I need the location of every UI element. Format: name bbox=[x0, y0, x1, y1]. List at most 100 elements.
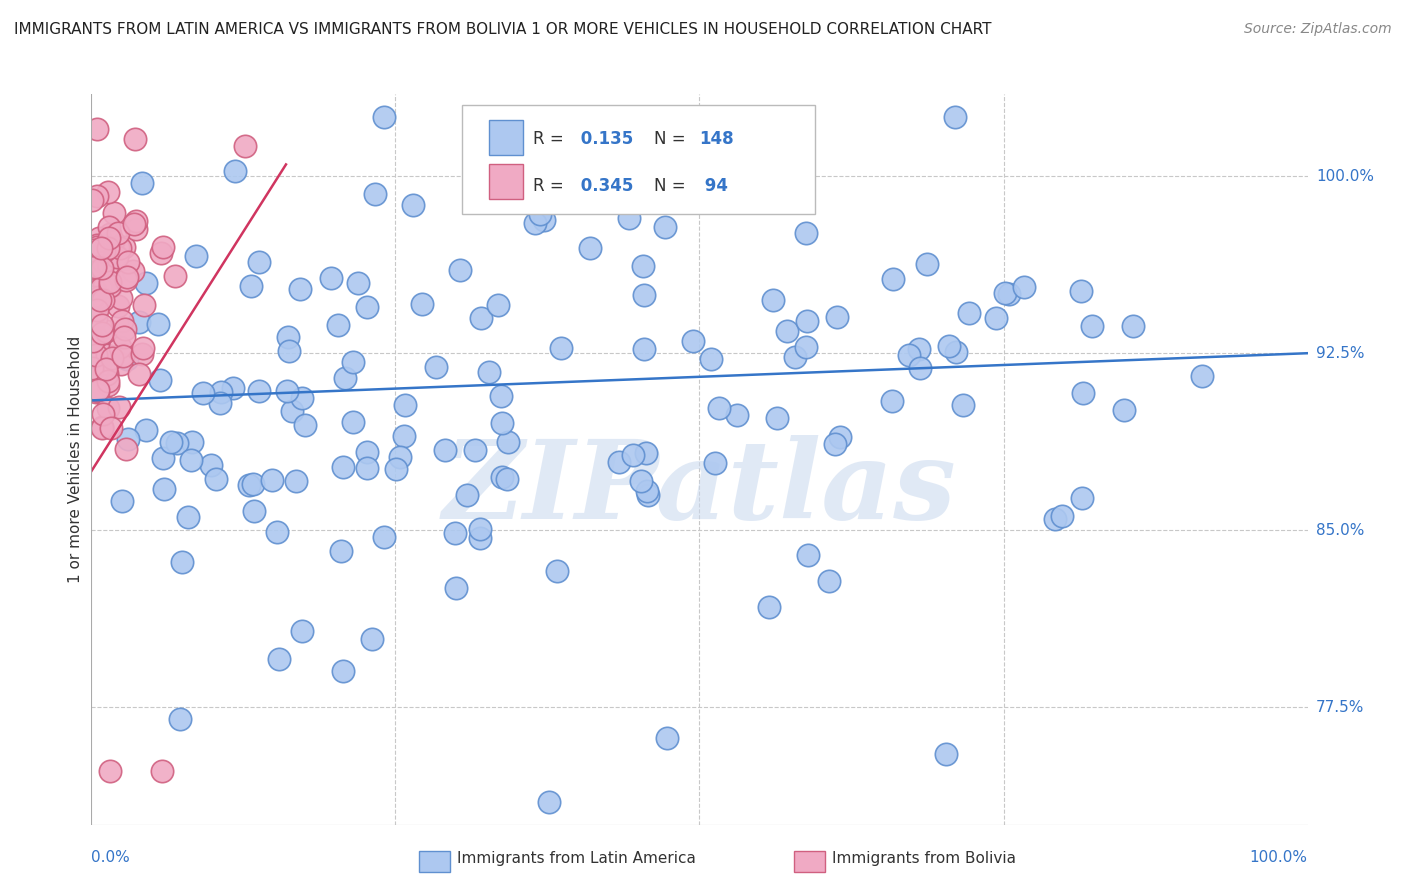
Point bbox=[994, 286, 1017, 301]
Point bbox=[180, 453, 202, 467]
Text: 148: 148 bbox=[699, 129, 734, 147]
Point bbox=[796, 314, 818, 328]
Point bbox=[100, 351, 122, 365]
Point bbox=[880, 394, 903, 409]
Point bbox=[1070, 491, 1092, 506]
Point bbox=[132, 341, 155, 355]
Point bbox=[952, 398, 974, 412]
Point bbox=[96, 368, 118, 382]
Point bbox=[152, 240, 174, 254]
Point bbox=[242, 476, 264, 491]
Point bbox=[240, 279, 263, 293]
Point bbox=[100, 279, 122, 293]
Point bbox=[496, 472, 519, 486]
Point bbox=[491, 416, 513, 430]
Point bbox=[134, 298, 156, 312]
Point bbox=[1080, 319, 1102, 334]
Point bbox=[817, 574, 839, 589]
Point bbox=[135, 423, 157, 437]
Point bbox=[86, 240, 108, 254]
Point bbox=[276, 384, 298, 398]
Point bbox=[291, 391, 314, 405]
Text: Source: ZipAtlas.com: Source: ZipAtlas.com bbox=[1244, 22, 1392, 37]
Point bbox=[394, 398, 416, 412]
Point bbox=[242, 504, 264, 518]
Point bbox=[111, 349, 134, 363]
Text: 100.0%: 100.0% bbox=[1250, 850, 1308, 865]
Point bbox=[224, 163, 246, 178]
Point bbox=[277, 330, 299, 344]
Point bbox=[482, 143, 505, 157]
Point bbox=[707, 401, 730, 415]
Point bbox=[82, 290, 104, 304]
Point bbox=[633, 288, 655, 302]
Point bbox=[523, 217, 546, 231]
Point bbox=[794, 227, 817, 241]
Point bbox=[233, 138, 256, 153]
Point bbox=[449, 263, 471, 277]
Point bbox=[619, 211, 641, 225]
Point bbox=[910, 361, 932, 376]
Text: 94: 94 bbox=[699, 178, 728, 195]
Text: N =: N = bbox=[654, 178, 692, 195]
Text: ZIPatlas: ZIPatlas bbox=[443, 435, 956, 542]
Point bbox=[90, 420, 112, 434]
Point bbox=[411, 297, 433, 311]
Point bbox=[776, 324, 799, 338]
Point bbox=[80, 331, 103, 345]
Point bbox=[91, 260, 114, 275]
Point bbox=[1071, 386, 1094, 401]
Point bbox=[94, 362, 117, 376]
Point bbox=[533, 213, 555, 227]
Point bbox=[107, 240, 129, 254]
Point bbox=[1050, 508, 1073, 523]
Y-axis label: 1 or more Vehicles in Household: 1 or more Vehicles in Household bbox=[67, 335, 83, 583]
Point bbox=[247, 384, 270, 398]
Point bbox=[83, 260, 105, 274]
FancyBboxPatch shape bbox=[489, 164, 523, 200]
Point bbox=[86, 237, 108, 252]
Point bbox=[682, 334, 704, 348]
Point bbox=[285, 475, 308, 489]
Point bbox=[103, 234, 125, 248]
Point bbox=[824, 436, 846, 450]
Point bbox=[425, 360, 447, 375]
Point bbox=[654, 220, 676, 235]
Point bbox=[97, 378, 120, 392]
Point bbox=[1112, 402, 1135, 417]
Point bbox=[402, 197, 425, 211]
Point bbox=[91, 254, 114, 268]
Point bbox=[682, 166, 704, 180]
Point bbox=[797, 548, 820, 562]
Point bbox=[170, 555, 193, 569]
Point bbox=[882, 271, 904, 285]
Point bbox=[82, 244, 104, 258]
Point bbox=[291, 624, 314, 638]
Point bbox=[108, 340, 131, 354]
Point bbox=[191, 386, 214, 401]
Point bbox=[107, 226, 129, 240]
Point bbox=[125, 213, 148, 227]
Point bbox=[288, 282, 311, 296]
Point bbox=[125, 222, 148, 236]
Point bbox=[783, 350, 806, 364]
Point bbox=[152, 451, 174, 466]
Point bbox=[97, 374, 120, 388]
Text: 0.0%: 0.0% bbox=[91, 850, 131, 865]
Point bbox=[131, 347, 153, 361]
Point bbox=[945, 345, 967, 359]
Point bbox=[578, 241, 600, 255]
Point bbox=[294, 417, 316, 432]
Point bbox=[277, 343, 299, 358]
Point bbox=[181, 435, 204, 450]
Point bbox=[97, 401, 120, 415]
Point bbox=[82, 334, 104, 348]
Point bbox=[115, 273, 138, 287]
Point bbox=[486, 298, 509, 312]
Point bbox=[470, 522, 492, 536]
Point bbox=[957, 306, 980, 320]
Point bbox=[93, 244, 115, 259]
Point bbox=[87, 384, 110, 399]
Point bbox=[898, 348, 921, 362]
Point bbox=[700, 351, 723, 366]
